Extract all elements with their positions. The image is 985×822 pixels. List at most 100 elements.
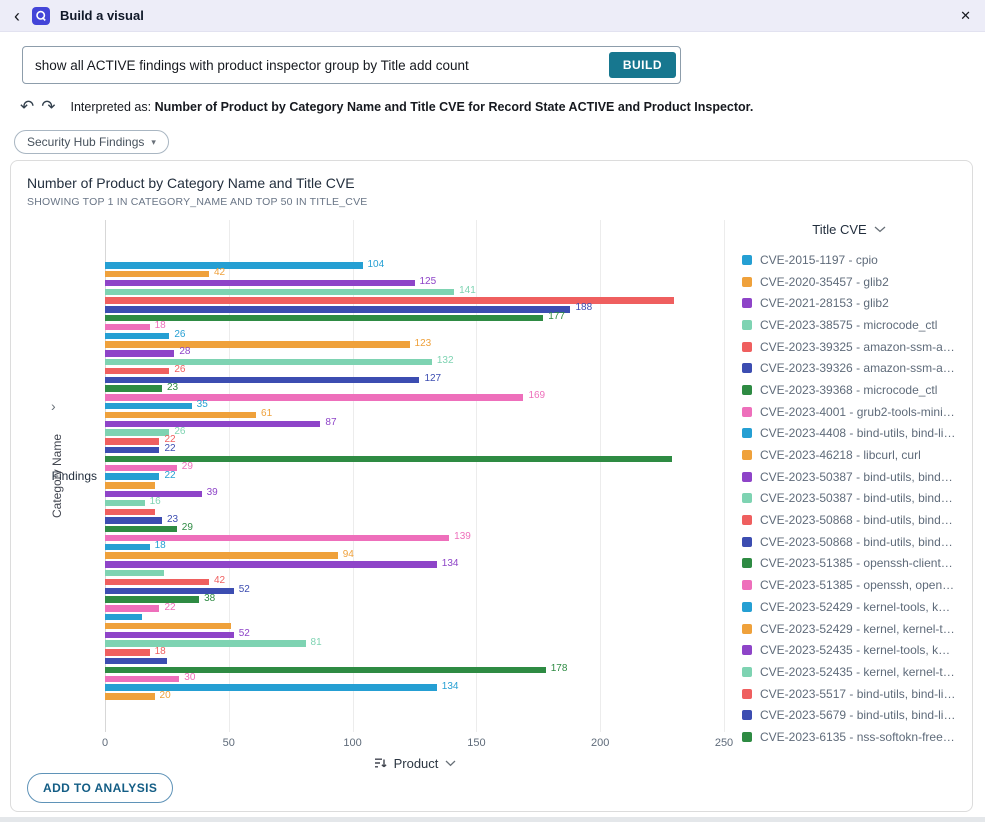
x-axis-title[interactable]: Product (105, 754, 724, 772)
legend-item[interactable]: CVE-2023-38575 - microcode_ctl (742, 314, 956, 336)
legend-item[interactable]: CVE-2023-39326 - amazon-ssm-agent (742, 357, 956, 379)
legend: Title CVE CVE-2015-1197 - cpio CVE-2020-3… (724, 220, 956, 772)
build-button[interactable]: BUILD (608, 52, 676, 78)
bar[interactable] (105, 570, 165, 577)
close-icon[interactable]: ✕ (960, 7, 971, 23)
undo-icon[interactable]: ↶ (20, 97, 35, 116)
bar[interactable] (105, 350, 175, 357)
legend-label: CVE-2023-52435 - kernel-tools, kernel (760, 643, 956, 658)
bar[interactable] (105, 446, 160, 454)
bar-row: 52 (105, 584, 724, 595)
bar[interactable] (105, 499, 145, 507)
legend-label: CVE-2023-4001 - grub2-tools-mini… (760, 404, 955, 419)
bar[interactable] (105, 376, 420, 383)
bar[interactable] (105, 429, 170, 436)
bar[interactable] (105, 675, 180, 683)
bar[interactable] (105, 323, 150, 331)
bar[interactable] (105, 561, 437, 568)
bar[interactable] (105, 358, 432, 366)
legend-item[interactable]: CVE-2023-51385 - openssh, openss… (742, 574, 956, 596)
bar[interactable] (105, 684, 437, 691)
bar[interactable] (105, 270, 209, 278)
quicksight-logo (32, 6, 50, 25)
bar[interactable] (105, 314, 544, 322)
bar[interactable] (105, 658, 167, 665)
bar[interactable] (105, 394, 524, 401)
add-to-analysis-button[interactable]: ADD TO ANALYSIS (27, 773, 174, 803)
legend-item[interactable]: CVE-2015-1197 - cpio (742, 249, 956, 271)
legend-item[interactable]: CVE-2023-50868 - bind-utils, bind-li… (742, 531, 956, 553)
legend-header[interactable]: Title CVE (742, 222, 956, 237)
bar[interactable] (105, 420, 321, 427)
bar[interactable] (105, 578, 209, 586)
bar[interactable] (105, 605, 160, 612)
back-button[interactable]: ‹ (14, 5, 20, 26)
legend-item[interactable]: CVE-2023-4408 - bind-utils, bind-lib… (742, 423, 956, 445)
bar[interactable] (105, 666, 546, 674)
bar[interactable] (105, 402, 192, 410)
bar[interactable] (105, 473, 160, 480)
legend-item[interactable]: CVE-2023-50387 - bind-utils, bind-li… (742, 488, 956, 510)
legend-item[interactable]: CVE-2020-35457 - glib2 (742, 271, 956, 293)
dataset-chip[interactable]: Security Hub Findings ▾ (14, 130, 169, 154)
bar-value-label: 188 (575, 302, 593, 314)
bar[interactable] (105, 640, 306, 647)
legend-item[interactable]: CVE-2023-50387 - bind-utils, bind-li… (742, 466, 956, 488)
bar[interactable] (105, 587, 234, 595)
bar-row: 16 (105, 497, 724, 508)
prompt-input[interactable] (22, 46, 681, 84)
bar[interactable] (105, 622, 232, 630)
legend-item[interactable]: CVE-2023-4001 - grub2-tools-mini… (742, 401, 956, 423)
legend-item[interactable]: CVE-2023-52435 - kernel-tools, kernel (742, 639, 956, 661)
bar[interactable] (105, 649, 150, 656)
legend-item[interactable]: CVE-2023-5517 - bind-utils, bind-lib… (742, 683, 956, 705)
legend-label: CVE-2023-5679 - bind-utils, bind-lib… (760, 708, 956, 723)
legend-item[interactable]: CVE-2023-50868 - bind-utils, bind-li… (742, 509, 956, 531)
bar[interactable] (105, 631, 234, 639)
bar[interactable] (105, 367, 170, 375)
legend-item[interactable]: CVE-2021-28153 - glib2 (742, 292, 956, 314)
legend-item[interactable]: CVE-2023-6135 - nss-softokn-freebl… (742, 726, 956, 748)
bar[interactable] (105, 517, 162, 524)
bar[interactable] (105, 543, 150, 551)
legend-item[interactable]: CVE-2023-52435 - kernel, kernel-tools (742, 661, 956, 683)
bar[interactable] (105, 279, 415, 287)
bar[interactable] (105, 341, 410, 348)
bar[interactable] (105, 552, 338, 559)
legend-item[interactable]: CVE-2023-5679 - bind-utils, bind-lib… (742, 704, 956, 726)
bar-value-label: 39 (206, 487, 218, 499)
bar[interactable] (105, 693, 155, 700)
legend-item[interactable]: CVE-2023-39368 - microcode_ctl (742, 379, 956, 401)
legend-label: CVE-2023-39326 - amazon-ssm-agent (760, 361, 956, 376)
legend-item[interactable]: CVE-2023-46218 - libcurl, curl (742, 444, 956, 466)
legend-swatch (742, 688, 752, 699)
legend-item[interactable]: CVE-2023-39325 - amazon-ssm-agent (742, 336, 956, 358)
bar[interactable] (105, 508, 155, 515)
bar[interactable] (105, 526, 177, 533)
legend-item[interactable]: CVE-2023-51385 - openssh-clients, … (742, 553, 956, 575)
bar[interactable] (105, 455, 672, 463)
bar[interactable] (105, 534, 450, 542)
bar[interactable] (105, 614, 143, 621)
redo-icon[interactable]: ↷ (41, 97, 56, 116)
legend-item[interactable]: CVE-2023-52429 - kernel-tools, kernel (742, 596, 956, 618)
bar[interactable] (105, 596, 200, 603)
bar-value-label: 26 (174, 328, 186, 340)
bar[interactable] (105, 490, 202, 498)
bar[interactable] (105, 262, 363, 269)
legend-label: CVE-2023-51385 - openssh-clients, … (760, 556, 956, 571)
bar-row: 30 (105, 672, 724, 683)
bar[interactable] (105, 332, 170, 339)
legend-swatch (742, 406, 752, 417)
legend-item[interactable]: CVE-2023-52429 - kernel, kernel-tools (742, 618, 956, 640)
bar[interactable] (105, 297, 675, 304)
bar-row: 20 (105, 690, 724, 701)
bar[interactable] (105, 306, 571, 313)
bar[interactable] (105, 385, 162, 392)
bar[interactable] (105, 482, 155, 489)
bar[interactable] (105, 464, 177, 471)
y-axis-expand-icon[interactable]: › (51, 398, 56, 414)
bar[interactable] (105, 411, 257, 419)
bar[interactable] (105, 288, 455, 295)
bar[interactable] (105, 438, 160, 445)
